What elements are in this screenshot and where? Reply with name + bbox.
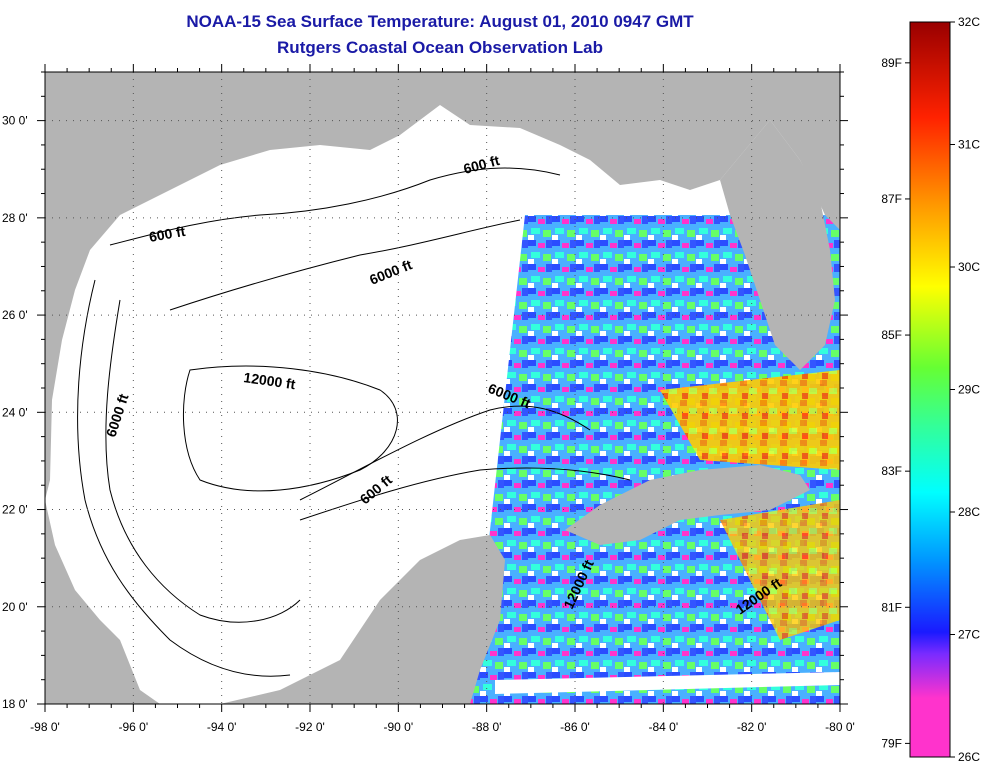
contour-12000ft: [183, 365, 398, 492]
contour-600ft: [109, 167, 561, 246]
contour-6000ft-north: [169, 219, 521, 311]
florida-land: [720, 120, 835, 370]
lon-tick-label: -86 0': [560, 720, 590, 734]
map-title: NOAA-15 Sea Surface Temperature: August …: [186, 12, 694, 31]
fahrenheit-label: 89F: [881, 56, 902, 70]
lon-tick-label: -82 0': [737, 720, 767, 734]
celsius-label: 27C: [958, 628, 980, 642]
contour-label: 600 ft: [148, 223, 187, 245]
lat-axis: 30 0' 28 0' 26 0' 24 0' 22 0' 20 0' 18 0': [2, 71, 848, 711]
celsius-label: 26C: [958, 750, 980, 764]
colorbar-ticks: 32C 31C 30C 29C 28C 27C 26C 89F 87F 85F 83F 81F 79F: [881, 15, 980, 764]
lat-tick-label: 24 0': [2, 405, 28, 419]
sst-swath: [470, 215, 840, 704]
warm-water-band: [660, 370, 840, 470]
fahrenheit-label: 87F: [881, 192, 902, 206]
lat-tick-label: 18 0': [2, 697, 28, 711]
map-subtitle: Rutgers Coastal Ocean Observation Lab: [277, 38, 603, 57]
contour-6000ft-west: [105, 299, 301, 623]
lon-tick-label: -96 0': [119, 720, 149, 734]
lon-tick-label: -92 0': [295, 720, 325, 734]
celsius-label: 31C: [958, 138, 980, 152]
warm-water-caribbean: [720, 500, 840, 640]
lat-tick-label: 20 0': [2, 600, 28, 614]
lat-tick-label: 26 0': [2, 308, 28, 322]
celsius-label: 32C: [958, 15, 980, 29]
us-gulf-coast-land: [45, 72, 840, 500]
swath-gap: [495, 672, 840, 694]
lon-tick-label: -90 0': [384, 720, 414, 734]
lat-tick-label: 30 0': [2, 114, 28, 128]
lon-axis: -98 0' -96 0' -94 0' -92 0' -90 0' -88 0' -86 …: [30, 64, 855, 734]
lon-tick-label: -88 0': [472, 720, 502, 734]
lat-tick-label: 28 0': [2, 211, 28, 225]
yucatan-land: [220, 535, 505, 704]
lon-tick-label: -84 0': [649, 720, 679, 734]
map-grid: [45, 72, 840, 704]
cuba-land: [565, 465, 810, 545]
contour-600ft-west: [77, 279, 291, 677]
fahrenheit-label: 81F: [881, 600, 902, 614]
celsius-label: 28C: [958, 505, 980, 519]
contour-label: 12000 ft: [243, 369, 297, 392]
colorbar: [909, 21, 951, 758]
lon-tick-label: -94 0': [207, 720, 237, 734]
celsius-label: 29C: [958, 383, 980, 397]
contour-600ft-south: [299, 467, 631, 521]
mexico-land: [45, 500, 160, 704]
fahrenheit-label: 83F: [881, 464, 902, 478]
lon-tick-label: -80 0': [825, 720, 855, 734]
celsius-label: 30C: [958, 260, 980, 274]
fahrenheit-label: 79F: [881, 736, 902, 750]
fahrenheit-label: 85F: [881, 328, 902, 342]
lat-tick-label: 22 0': [2, 503, 28, 517]
lon-tick-label: -98 0': [30, 720, 60, 734]
